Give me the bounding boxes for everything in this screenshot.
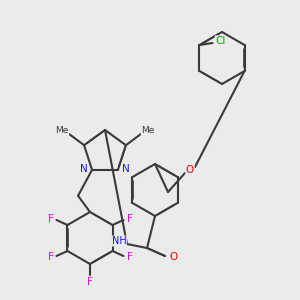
Text: Me: Me [141,126,154,135]
Text: F: F [127,252,133,262]
Text: F: F [47,214,53,224]
Text: F: F [47,252,53,262]
Text: NH: NH [112,236,126,246]
Text: Me: Me [56,126,69,135]
Text: O: O [170,252,178,262]
Text: F: F [127,214,133,224]
Text: O: O [186,165,194,175]
Text: F: F [87,277,93,287]
Text: N: N [80,164,88,174]
Text: Cl: Cl [215,36,226,46]
Text: N: N [122,164,130,174]
